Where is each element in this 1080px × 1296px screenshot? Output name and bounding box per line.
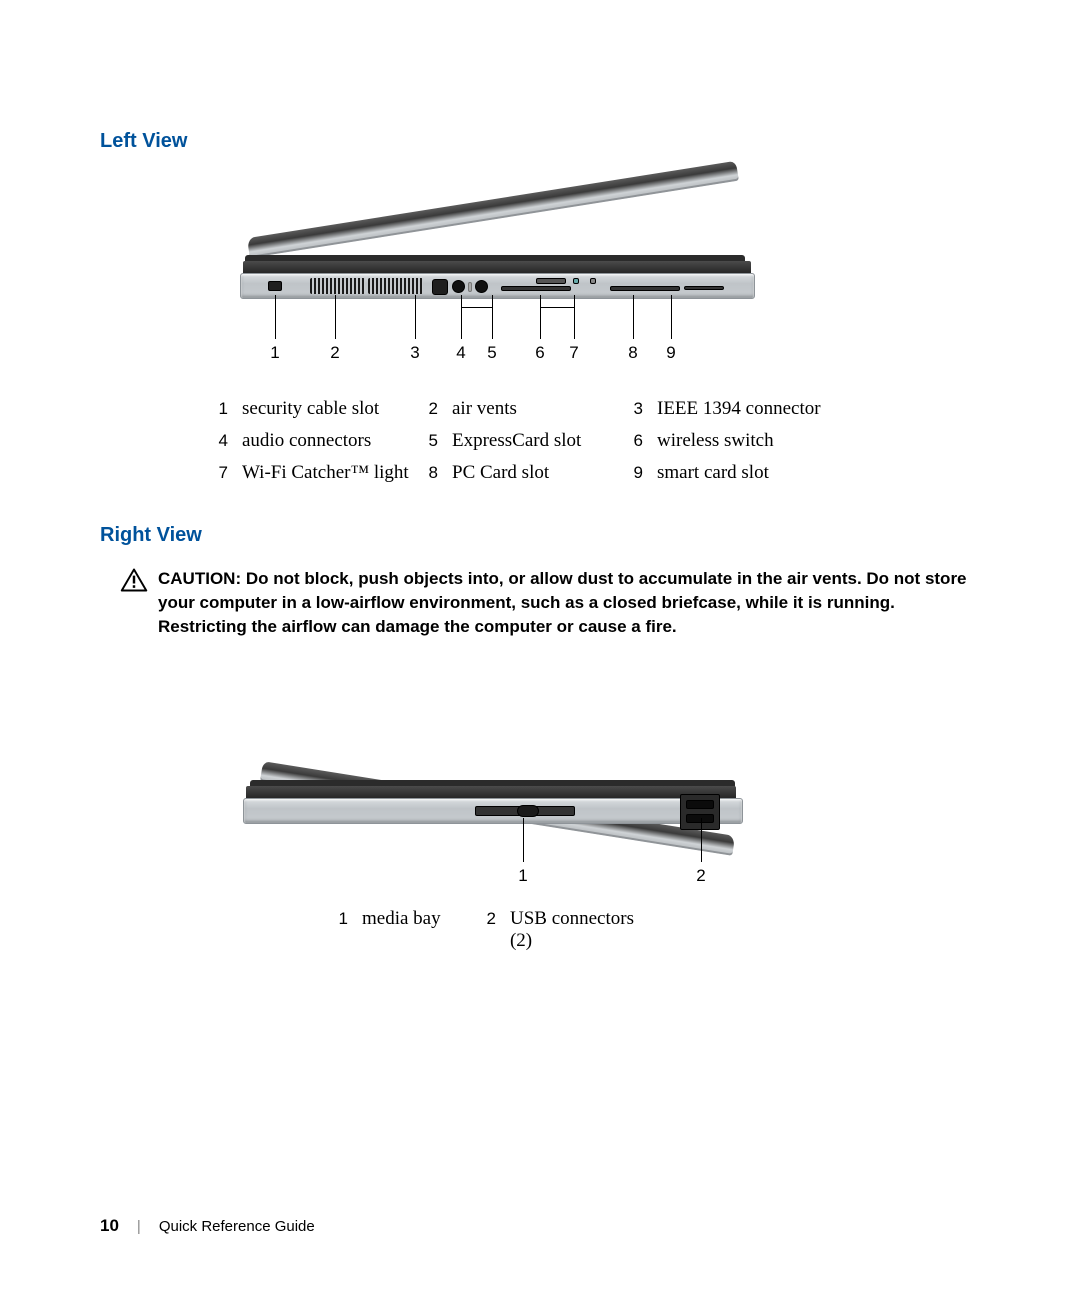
laptop-left-side-illustration: [240, 183, 780, 343]
legend-text: audio connectors: [242, 430, 371, 452]
legend-row: 1 security cable slot 2 air vents 3 IEEE 1394…: [200, 398, 980, 420]
legend-cell: 8 PC Card slot: [410, 462, 615, 484]
legend-number: 4: [200, 431, 228, 451]
legend-cell: 5 ExpressCard slot: [410, 430, 615, 452]
legend-cell: 3 IEEE 1394 connector: [615, 398, 825, 420]
callout-line: [671, 295, 672, 339]
right-view-legend: 1 media bay 2 USB connectors (2): [320, 908, 980, 952]
legend-text: wireless switch: [657, 430, 774, 452]
left-view-legend: 1 security cable slot 2 air vents 3 IEEE 1394…: [200, 398, 980, 484]
legend-row: 4 audio connectors 5 ExpressCard slot 6 wirel…: [200, 430, 980, 452]
legend-cell: 7 Wi-Fi Catcher™ light: [200, 462, 410, 484]
left-view-heading: Left View: [100, 130, 980, 153]
legend-number: 1: [200, 399, 228, 419]
footer-separator: |: [137, 1218, 141, 1235]
page-footer: 10 | Quick Reference Guide: [100, 1216, 315, 1236]
legend-cell: 2 USB connectors (2): [470, 908, 650, 952]
legend-text: media bay: [362, 908, 441, 930]
legend-text: smart card slot: [657, 462, 769, 484]
legend-number: 3: [615, 399, 643, 419]
legend-cell: 9 smart card slot: [615, 462, 825, 484]
callout-line: [492, 307, 493, 339]
page: Left View: [0, 0, 1080, 1296]
callout-line: [523, 818, 524, 862]
legend-text: air vents: [452, 398, 517, 420]
legend-text: Wi-Fi Catcher™ light: [242, 462, 409, 484]
callout-number: 5: [487, 343, 496, 363]
caution-text: CAUTION: Do not block, push objects into…: [158, 567, 980, 638]
caution-body: Do not block, push objects into, or allo…: [158, 569, 967, 636]
callout-number: 8: [628, 343, 637, 363]
callout-number: 3: [410, 343, 419, 363]
legend-text: security cable slot: [242, 398, 379, 420]
callout-line: [701, 818, 702, 862]
callout-number: 9: [666, 343, 675, 363]
laptop-right-side-illustration: [240, 708, 780, 868]
callout-number: 7: [569, 343, 578, 363]
callout-line: [461, 307, 462, 339]
page-number: 10: [100, 1216, 119, 1236]
legend-number: 7: [200, 463, 228, 483]
callout-number: 1: [518, 866, 527, 886]
caution-label: CAUTION:: [158, 569, 246, 588]
legend-number: 2: [410, 399, 438, 419]
legend-number: 8: [410, 463, 438, 483]
legend-text: ExpressCard slot: [452, 430, 581, 452]
callout-line: [633, 295, 634, 339]
caution-icon: [120, 567, 150, 638]
legend-number: 9: [615, 463, 643, 483]
legend-number: 2: [470, 909, 496, 929]
right-view-heading: Right View: [100, 524, 980, 547]
legend-cell: 1 media bay: [320, 908, 470, 952]
legend-number: 1: [320, 909, 348, 929]
legend-text: IEEE 1394 connector: [657, 398, 821, 420]
footer-text: Quick Reference Guide: [159, 1218, 315, 1235]
callout-number: 6: [535, 343, 544, 363]
callout-number: 4: [456, 343, 465, 363]
legend-number: 6: [615, 431, 643, 451]
caution-note: CAUTION: Do not block, push objects into…: [120, 567, 980, 638]
legend-cell: 1 security cable slot: [200, 398, 410, 420]
callout-line: [540, 307, 541, 339]
left-view-figure: 123456789: [240, 183, 980, 343]
callout-line: [415, 295, 416, 339]
legend-text: USB connectors (2): [510, 908, 650, 952]
callout-number: 2: [696, 866, 705, 886]
callout-number: 1: [270, 343, 279, 363]
legend-cell: 6 wireless switch: [615, 430, 825, 452]
legend-row: 1 media bay 2 USB connectors (2): [320, 908, 980, 952]
callout-number: 2: [330, 343, 339, 363]
callout-line: [335, 295, 336, 339]
legend-number: 5: [410, 431, 438, 451]
legend-text: PC Card slot: [452, 462, 549, 484]
legend-row: 7 Wi-Fi Catcher™ light8 PC Card slot 9 smart…: [200, 462, 980, 484]
legend-cell: 4 audio connectors: [200, 430, 410, 452]
callout-line: [574, 307, 575, 339]
callout-line: [275, 295, 276, 339]
legend-cell: 2 air vents: [410, 398, 615, 420]
right-view-figure: 12: [240, 708, 980, 868]
